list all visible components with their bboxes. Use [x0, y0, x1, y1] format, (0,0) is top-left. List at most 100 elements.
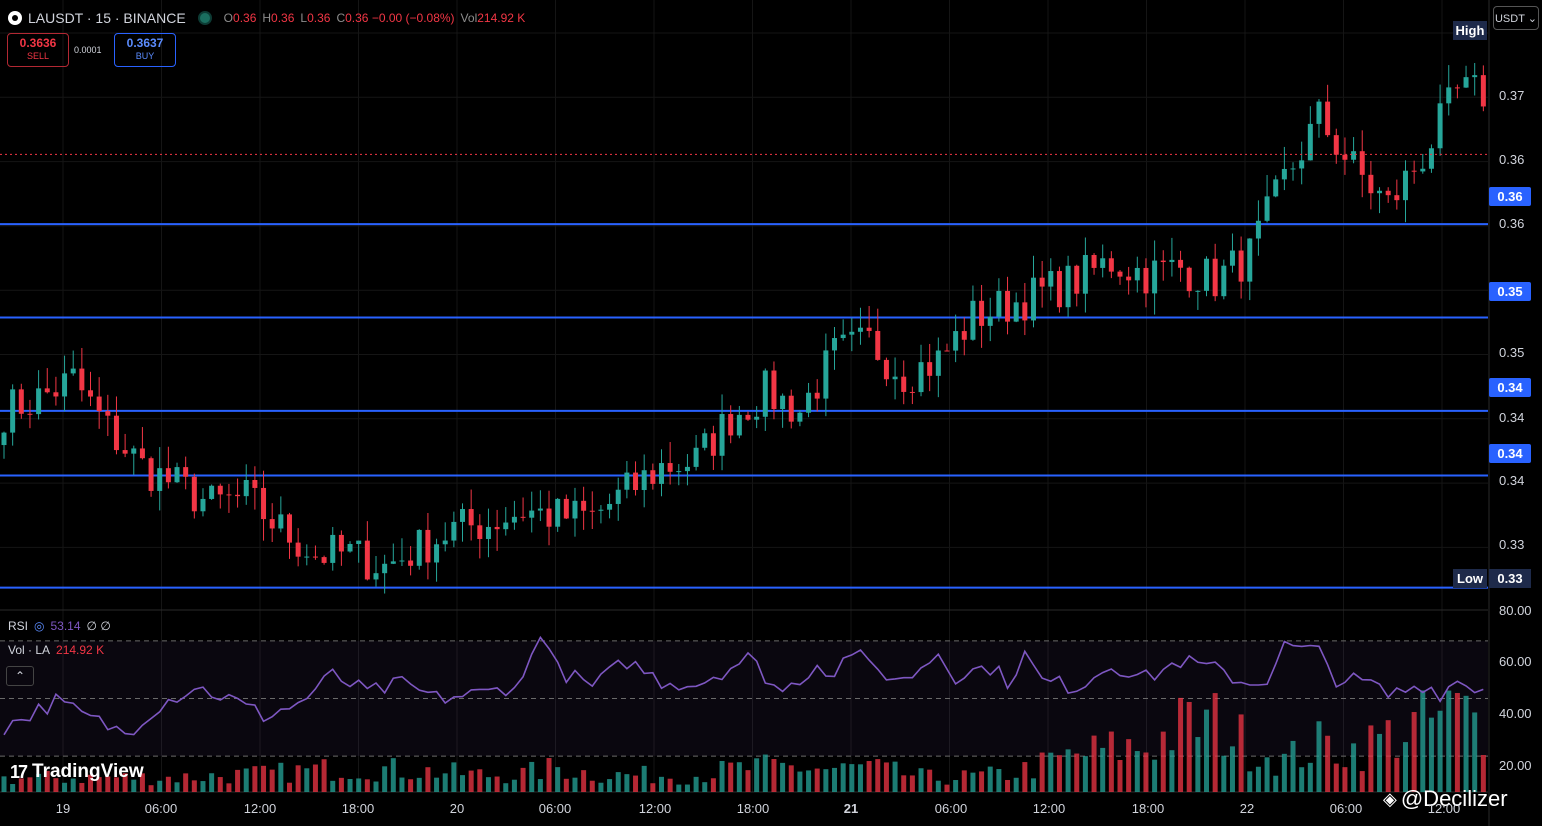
candles — [1, 63, 1486, 594]
time-axis-label: 18:00 — [341, 801, 375, 816]
candle-body — [892, 376, 898, 380]
volume-bar — [209, 773, 215, 792]
rsi-settings-icon[interactable]: ◎ — [34, 619, 45, 633]
volume-bar — [1394, 757, 1400, 792]
volume-bar — [113, 777, 119, 792]
candle-body — [88, 390, 94, 397]
volume-bar — [131, 779, 137, 792]
volume-bar — [1316, 721, 1322, 792]
candle-body — [503, 522, 509, 530]
candle-body — [1325, 101, 1331, 136]
price-axis-label: 0.34 — [1499, 473, 1525, 488]
candle-body — [849, 331, 855, 335]
candle-body — [546, 508, 552, 527]
volume-bar — [408, 779, 414, 792]
volume-bar — [1428, 717, 1434, 792]
volume-bar — [598, 782, 604, 792]
candle-body — [1420, 168, 1426, 172]
time-axis-label: 06:00 — [144, 801, 178, 816]
candle-body — [1454, 87, 1460, 89]
candle-body — [918, 362, 924, 393]
volume-bar — [44, 770, 50, 792]
volume-bar — [520, 767, 526, 792]
volume-legend[interactable]: Vol · LA 214.92 K — [8, 643, 104, 657]
candle-body — [1472, 75, 1478, 78]
volume-bar — [892, 761, 898, 792]
volume-bar — [416, 777, 422, 792]
volume-bar — [1134, 751, 1140, 792]
candle-body — [425, 529, 431, 563]
candle-body — [970, 300, 976, 340]
candle-body — [1074, 265, 1080, 294]
candle-body — [1411, 170, 1417, 172]
volume-bar — [857, 764, 863, 792]
candle-body — [18, 389, 24, 414]
symbol-title[interactable]: LAUSDT · 15 · BINANCE — [28, 10, 186, 26]
candle-body — [762, 370, 768, 417]
candle-body — [243, 480, 249, 497]
candle-body — [1290, 168, 1296, 170]
price-axis-label: 0.36 — [1499, 216, 1525, 231]
volume-bar — [719, 760, 725, 792]
candle-body — [1013, 302, 1019, 322]
buy-button[interactable]: 0.3637 BUY — [114, 33, 176, 67]
candle-body — [1108, 258, 1114, 272]
volume-bar — [1255, 766, 1261, 792]
rsi-legend[interactable]: RSI ◎ 53.14 ∅ ∅ — [8, 619, 111, 633]
candle-body — [1385, 190, 1391, 196]
candle-body — [555, 498, 561, 527]
candle-body — [1463, 77, 1469, 88]
candle-body — [814, 392, 820, 399]
volume-bar — [581, 770, 587, 792]
candle-body — [667, 463, 673, 472]
candle-body — [286, 514, 292, 543]
volume-bar — [658, 776, 664, 792]
volume-bar — [278, 762, 284, 792]
volume-bar — [96, 777, 102, 792]
ohlc-open: O0.36 — [223, 11, 257, 25]
sell-button[interactable]: 0.3636 SELL — [7, 33, 69, 67]
volume-bar — [1325, 735, 1331, 792]
collapse-chevron-icon[interactable]: ⌃ — [6, 666, 34, 686]
candle-body — [1428, 148, 1434, 169]
volume-bar — [901, 775, 907, 792]
candle-body — [321, 557, 327, 563]
price-axis-label: 0.35 — [1499, 345, 1525, 360]
candle-body — [1229, 250, 1235, 266]
volume-bar — [728, 762, 734, 792]
level-price-tag: 0.34 — [1489, 378, 1531, 397]
volume-bar — [1385, 720, 1391, 792]
candle-body — [269, 519, 275, 529]
volume-bar — [1377, 733, 1383, 792]
candle-body — [183, 467, 189, 477]
volume-bar — [693, 776, 699, 792]
currency-select[interactable]: USDT ⌄ — [1493, 6, 1539, 30]
time-axis-label: 06:00 — [934, 801, 968, 816]
volume-bar — [641, 765, 647, 792]
rsi-axis-label: 20.00 — [1499, 758, 1532, 773]
volume-bar — [633, 775, 639, 792]
credit-watermark: ◈ @Decilizer — [1383, 786, 1508, 812]
volume-bar — [1212, 693, 1218, 792]
candle-body — [944, 350, 950, 352]
volume-bar — [702, 782, 708, 792]
volume-bar — [875, 759, 881, 792]
volume-bar — [165, 776, 171, 792]
volume-bar — [1238, 714, 1244, 792]
candle-body — [823, 350, 829, 399]
volume-bar — [572, 777, 578, 792]
candle-body — [408, 560, 414, 566]
volume-bar — [1126, 739, 1132, 792]
volume-bar — [1022, 762, 1028, 792]
candle-body — [996, 290, 1002, 317]
candle-body — [745, 414, 751, 420]
candle-body — [780, 395, 786, 410]
tradingview-watermark: 17 TradingView — [10, 761, 144, 783]
candle-body — [987, 316, 993, 326]
candle-body — [1169, 259, 1175, 263]
volume-bar — [788, 765, 794, 792]
candle-body — [1178, 259, 1184, 268]
candle-body — [416, 529, 422, 566]
volume-bar — [139, 773, 145, 792]
